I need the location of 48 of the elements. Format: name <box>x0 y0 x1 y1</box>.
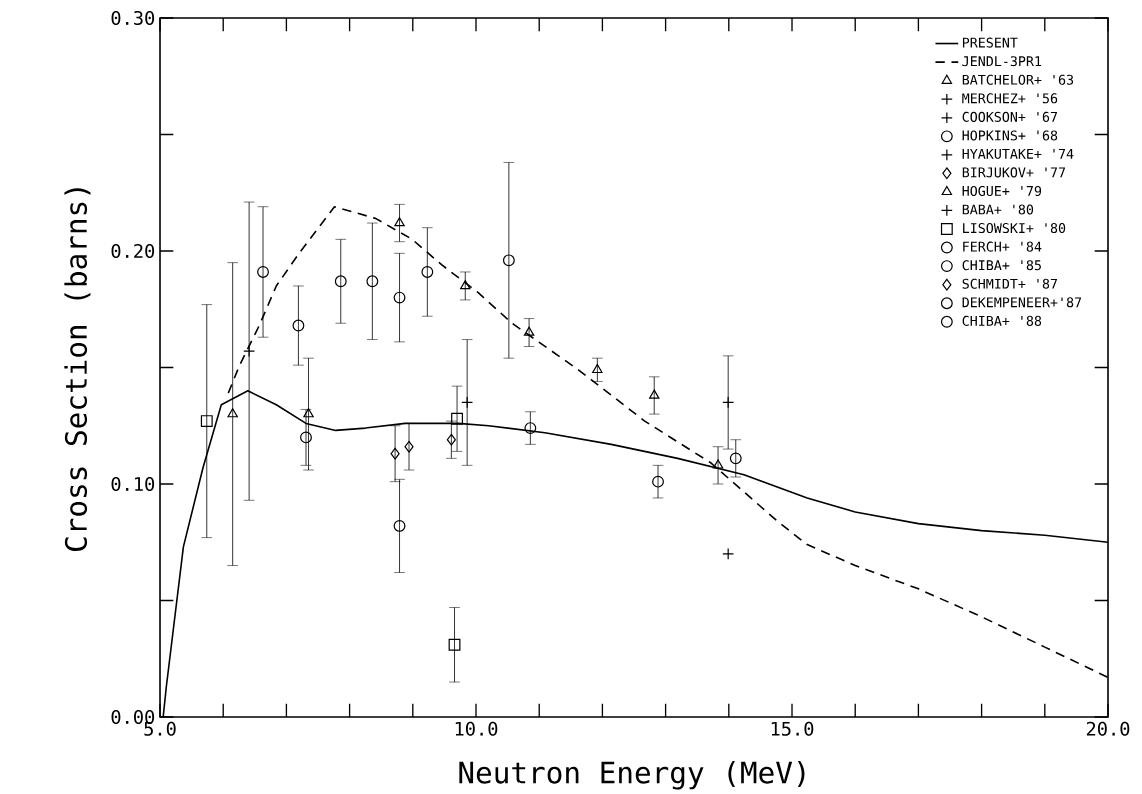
legend-label: LISOWSKI+ '80 <box>963 223 1066 234</box>
legend-label: BABA+ '80 <box>962 204 1034 215</box>
point <box>524 422 537 435</box>
legend-label: HYAKUTAKE+ '74 <box>962 148 1074 159</box>
y-tick-label: 0.10 <box>111 476 155 492</box>
legend-label: HOGUE+ '79 <box>962 185 1042 196</box>
point <box>393 291 406 304</box>
point <box>523 326 535 336</box>
point <box>394 217 405 227</box>
point <box>366 275 379 288</box>
point <box>300 431 312 444</box>
legend-label: FERCH+ '84 <box>963 241 1042 252</box>
legend-label: SCHMIDT+ '87 <box>962 278 1058 289</box>
legend-label: PRESENT <box>962 37 1018 48</box>
y-tick-label: 0.30 <box>111 10 155 26</box>
y-tick-label: 0.20 <box>111 243 155 259</box>
legend-label: CHIBA+ '85 <box>962 260 1041 271</box>
y-axis-title: Cross Section (barns) <box>64 188 91 551</box>
legend-label: BIRJUKOV+ '77 <box>962 167 1066 178</box>
legend-label: BATCHELOR+ '63 <box>962 74 1074 85</box>
legend-label: MERCHEZ+ '56 <box>962 93 1058 104</box>
point <box>334 275 347 288</box>
point <box>227 408 238 418</box>
point <box>257 266 269 278</box>
x-axis-title: Neutron Energy (MeV) <box>459 760 805 790</box>
legend-label: CHIBA+ '88 <box>962 315 1042 326</box>
point <box>592 363 603 374</box>
point <box>446 433 456 446</box>
point <box>200 415 213 428</box>
legend-label: HOPKINS+ '68 <box>962 130 1058 141</box>
point <box>393 520 406 532</box>
point <box>292 319 305 332</box>
point <box>390 447 400 460</box>
point <box>502 254 515 267</box>
x-tick-label: 20.0 <box>1086 721 1130 736</box>
point <box>649 389 660 399</box>
x-tick-label: 10.0 <box>455 721 498 736</box>
point <box>448 638 461 651</box>
point <box>460 280 471 290</box>
legend-label: DEKEMPENEER+'87 <box>962 297 1082 308</box>
point <box>712 459 724 469</box>
point <box>729 452 742 465</box>
x-tick-label: 15.0 <box>771 721 814 736</box>
legend-label: JENDL-3PR1 <box>962 56 1042 67</box>
point <box>404 440 414 453</box>
point <box>421 266 434 278</box>
legend-label: COOKSON+ '67 <box>962 111 1058 122</box>
point <box>652 475 664 488</box>
